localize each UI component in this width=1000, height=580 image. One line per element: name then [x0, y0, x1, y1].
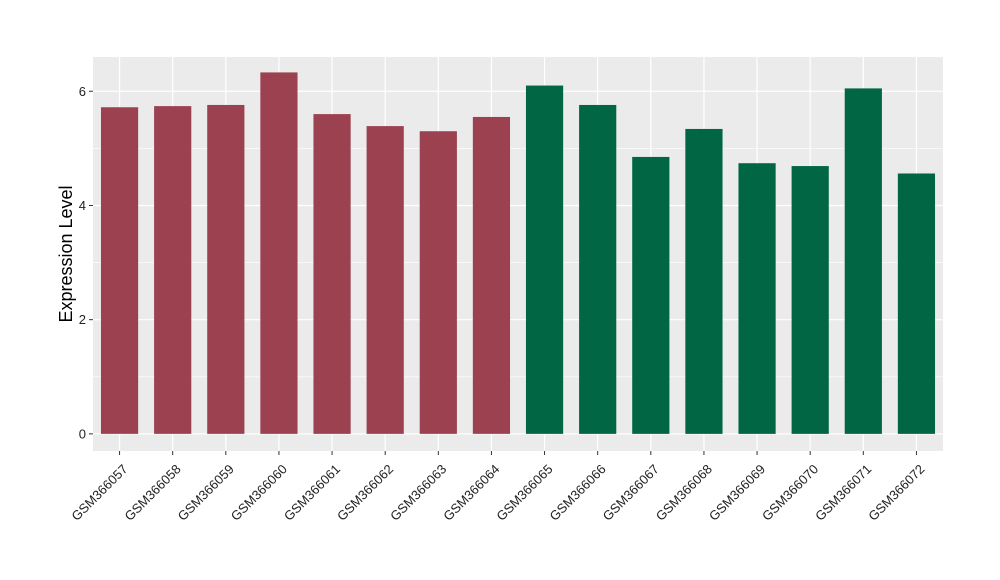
x-tick-label: GSM366065: [493, 461, 555, 523]
x-tick-label: GSM366064: [440, 461, 502, 523]
y-tick-label: 2: [79, 312, 86, 327]
x-tick-label: GSM366060: [228, 461, 290, 523]
bar-gsm366065: [525, 85, 564, 434]
x-tick-label: GSM366057: [68, 461, 130, 523]
bar-gsm366069: [738, 163, 776, 434]
x-tick-label: GSM366062: [334, 461, 396, 523]
x-tick-label: GSM366069: [706, 461, 768, 523]
bar-gsm366066: [579, 104, 617, 434]
x-tick-label: GSM366066: [546, 461, 608, 523]
x-tick-label: GSM366072: [865, 461, 927, 523]
bar-gsm366071: [844, 88, 882, 434]
bar-gsm366059: [207, 104, 245, 434]
x-tick-label: GSM366071: [812, 461, 874, 523]
bar-gsm366064: [472, 116, 511, 434]
bar-gsm366062: [366, 126, 404, 434]
x-tick-label: GSM366063: [387, 461, 449, 523]
bar-gsm366072: [897, 173, 936, 434]
y-tick-label: 6: [79, 84, 86, 99]
bar-gsm366067: [632, 156, 670, 434]
bar-gsm366061: [313, 114, 351, 434]
bar-gsm366063: [419, 131, 457, 434]
x-tick-label: GSM366059: [175, 461, 237, 523]
x-axis: GSM366057GSM366058GSM366059GSM366060GSM3…: [68, 451, 927, 524]
y-tick-label: 0: [79, 426, 86, 441]
x-tick-label: GSM366070: [759, 461, 821, 523]
x-tick-label: GSM366067: [600, 461, 662, 523]
bars: [100, 72, 936, 434]
bar-gsm366057: [100, 107, 139, 434]
x-tick-label: GSM366058: [121, 461, 183, 523]
bar-gsm366070: [791, 166, 829, 434]
y-axis-label: Expression Level: [56, 185, 76, 322]
y-tick-label: 4: [79, 198, 86, 213]
x-tick-label: GSM366061: [281, 461, 343, 523]
bar-gsm366068: [685, 128, 723, 434]
y-axis: 0 2 4 6: [79, 84, 93, 441]
bar-gsm366058: [154, 106, 192, 434]
x-tick-label: GSM366068: [653, 461, 715, 523]
bar-gsm366060: [260, 72, 298, 434]
